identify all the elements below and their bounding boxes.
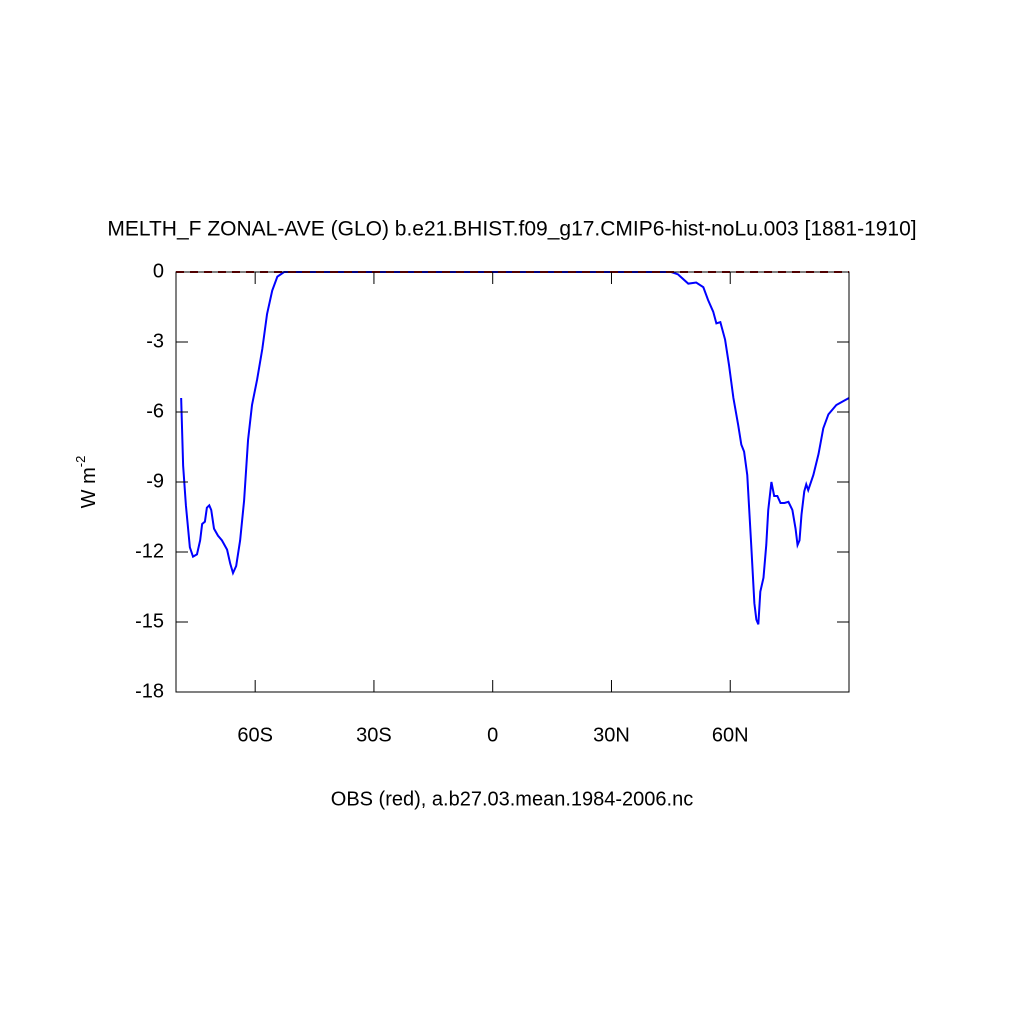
y-tick-label: -3	[146, 330, 164, 352]
y-tick-label: 0	[153, 260, 164, 282]
chart-title: MELTH_F ZONAL-AVE (GLO) b.e21.BHIST.f09_…	[107, 218, 916, 241]
chart-subtitle: OBS (red), a.b27.03.mean.1984-2006.nc	[331, 788, 693, 810]
y-axis-label-text: W m	[78, 467, 100, 508]
x-tick-label: 60N	[712, 724, 749, 746]
x-tick-label: 60S	[237, 724, 273, 746]
y-tick-label: -15	[135, 610, 164, 632]
x-tick-label: 0	[487, 724, 498, 746]
data-line	[180, 271, 850, 625]
y-tick-label: -18	[135, 680, 164, 702]
y-axis-label: W m-2	[73, 456, 100, 509]
y-axis-label-superscript: -2	[73, 456, 88, 468]
y-tick-label: -12	[135, 540, 164, 562]
y-tick-label: -9	[146, 470, 164, 492]
x-tick-label: 30S	[356, 724, 392, 746]
plot-frame	[175, 271, 850, 693]
y-tick-label: -6	[146, 400, 164, 422]
x-tick-label: 30N	[593, 724, 630, 746]
